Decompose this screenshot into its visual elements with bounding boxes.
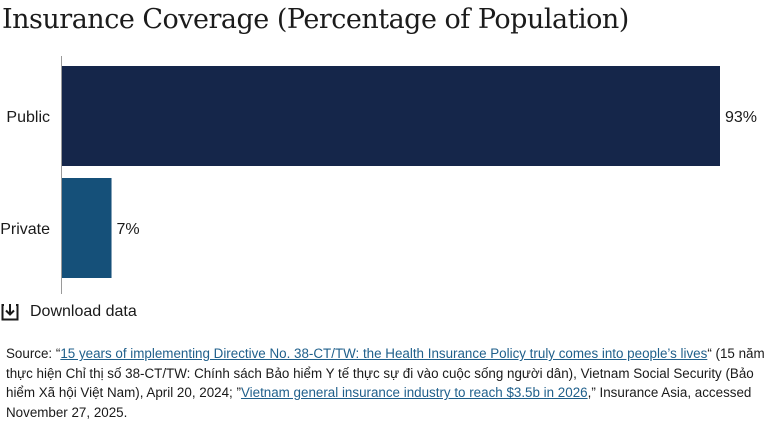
value-label-private: 7%	[117, 221, 140, 238]
download-data-button[interactable]: Download data	[0, 302, 137, 322]
source-note: Source: “15 years of implementing Direct…	[6, 344, 774, 422]
bar-private	[62, 178, 112, 278]
download-data-label: Download data	[30, 303, 137, 320]
download-icon	[0, 302, 20, 322]
source-suffix: ,” Insurance Asia, accessed November 27,…	[6, 385, 752, 420]
source-link-directive[interactable]: 15 years of implementing Directive No. 3…	[60, 346, 708, 361]
chart-title: Insurance Coverage (Percentage of Popula…	[2, 4, 629, 35]
bars-group: Public 93% Private 7%	[0, 66, 757, 278]
source-prefix: Source: “	[6, 346, 61, 361]
bar-public	[62, 66, 720, 166]
value-label-public: 93%	[725, 109, 757, 126]
category-label-private: Private	[0, 221, 50, 238]
source-link-insurance-asia[interactable]: Vietnam general insurance industry to re…	[240, 385, 588, 400]
bar-chart: Public 93% Private 7%	[0, 56, 757, 294]
source-mid: “ (15 năm thực hiện Chỉ thị số 38-CT/TW:…	[6, 346, 765, 400]
category-label-public: Public	[6, 109, 50, 126]
